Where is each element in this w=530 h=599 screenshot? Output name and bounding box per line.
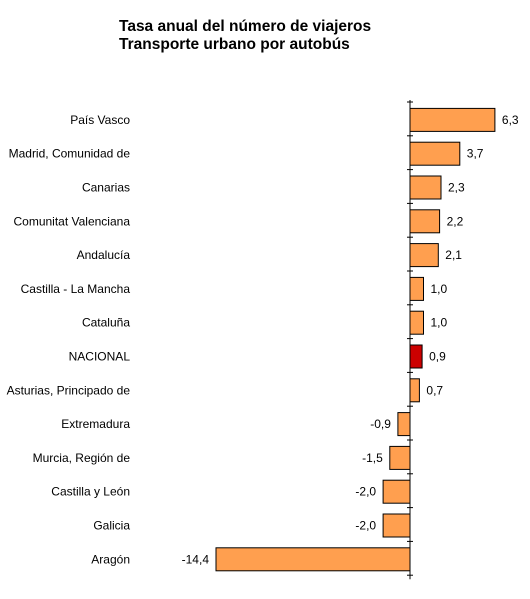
- bar-andalucia: [409, 243, 439, 268]
- value-label-canarias: 2,3: [448, 181, 465, 195]
- bar-comunitat-valenciana: [409, 209, 441, 234]
- category-label-extremadura: Extremadura: [61, 417, 130, 431]
- bar-asturias-principado-de: [409, 378, 420, 403]
- category-label-castilla-la-mancha: Castilla - La Mancha: [21, 282, 131, 296]
- bar-nacional: [409, 344, 423, 369]
- category-label-canarias: Canarias: [82, 181, 130, 195]
- bar-madrid-comunidad-de: [409, 141, 461, 166]
- category-label-castilla-y-leon: Castilla y León: [51, 485, 130, 499]
- category-label-andalucia: Andalucía: [77, 248, 131, 262]
- category-label-murcia-region-de: Murcia, Región de: [33, 451, 131, 465]
- bar-pais-vasco: [409, 107, 496, 132]
- category-label-pais-vasco: País Vasco: [70, 113, 130, 127]
- value-label-madrid-comunidad-de: 3,7: [467, 147, 484, 161]
- chart-subtitle: Transporte urbano por autobús: [119, 36, 350, 53]
- bar-murcia-region-de: [389, 445, 411, 470]
- bar-aragon: [215, 547, 411, 572]
- bar-canarias: [409, 175, 442, 200]
- category-label-aragon: Aragón: [91, 552, 130, 566]
- bar-castilla-y-leon: [382, 479, 411, 504]
- value-label-pais-vasco: 6,3: [502, 113, 519, 127]
- value-label-castilla-y-leon: -2,0: [355, 485, 376, 499]
- value-label-cataluna: 1,0: [431, 316, 448, 330]
- category-label-nacional: NACIONAL: [69, 350, 131, 364]
- value-label-extremadura: -0,9: [370, 417, 391, 431]
- chart-title: Tasa anual del número de viajeros: [119, 18, 372, 35]
- bar-extremadura: [397, 412, 411, 437]
- category-label-cataluna: Cataluña: [82, 316, 130, 330]
- category-label-asturias-principado-de: Asturias, Principado de: [7, 383, 131, 397]
- value-label-galicia: -2,0: [355, 519, 376, 533]
- value-label-asturias-principado-de: 0,7: [426, 383, 443, 397]
- bar-galicia: [382, 513, 411, 538]
- category-label-madrid-comunidad-de: Madrid, Comunidad de: [9, 147, 131, 161]
- value-label-murcia-region-de: -1,5: [362, 451, 383, 465]
- category-label-galicia: Galicia: [93, 519, 130, 533]
- bar-cataluna: [409, 310, 424, 335]
- value-label-andalucia: 2,1: [445, 248, 462, 262]
- value-label-comunitat-valenciana: 2,2: [447, 214, 464, 228]
- chart-title-block: Tasa anual del número de viajeros Transp…: [119, 18, 371, 54]
- category-label-comunitat-valenciana: Comunitat Valenciana: [13, 214, 130, 228]
- value-label-castilla-la-mancha: 1,0: [431, 282, 448, 296]
- bar-castilla-la-mancha: [409, 276, 424, 301]
- value-label-aragon: -14,4: [182, 552, 210, 566]
- value-label-nacional: 0,9: [429, 350, 446, 364]
